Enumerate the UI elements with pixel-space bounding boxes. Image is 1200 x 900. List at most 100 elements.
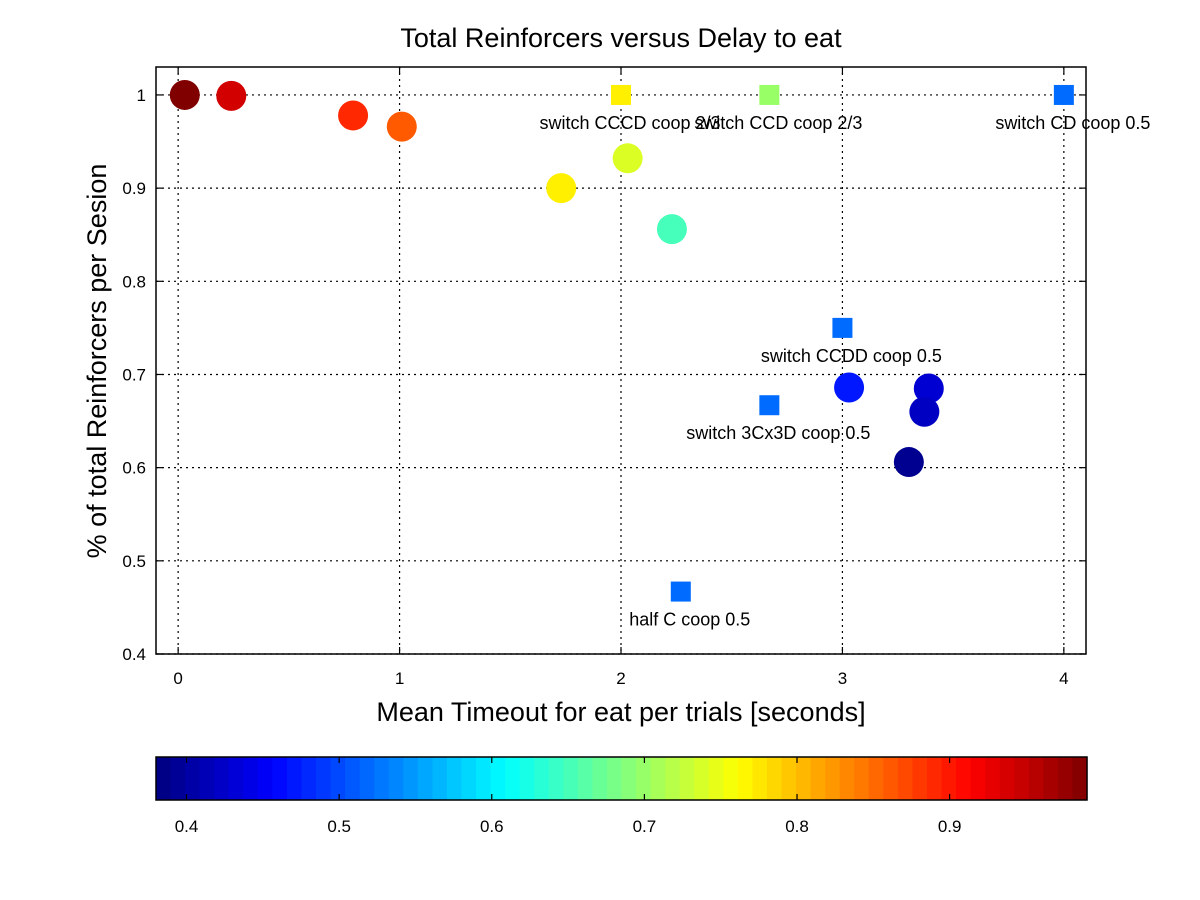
data-points bbox=[169, 79, 1074, 602]
colorbar-segment bbox=[839, 757, 855, 800]
square-point bbox=[759, 84, 780, 105]
colorbar-segment bbox=[956, 757, 972, 800]
colorbar-segment bbox=[941, 757, 957, 800]
colorbar-segment bbox=[926, 757, 943, 800]
point-label: switch CCD coop 2/3 bbox=[694, 113, 862, 133]
circle-point bbox=[546, 173, 577, 204]
y-tick-label: 0.7 bbox=[122, 365, 146, 384]
point-label: switch CD coop 0.5 bbox=[995, 113, 1150, 133]
colorbar-segment bbox=[286, 757, 303, 800]
colorbar-segment bbox=[185, 757, 201, 800]
x-axis-label: Mean Timeout for eat per trials [seconds… bbox=[376, 697, 865, 727]
colorbar-segment bbox=[257, 757, 273, 800]
point-label: switch CCCD coop 2/3 bbox=[539, 113, 720, 133]
colorbar-segment bbox=[1072, 757, 1088, 800]
colorbar-segment bbox=[723, 757, 739, 800]
square-point bbox=[832, 317, 853, 338]
x-tick-label: 3 bbox=[838, 669, 847, 688]
colorbar-segment bbox=[476, 757, 492, 800]
x-tick-label: 1 bbox=[395, 669, 404, 688]
colorbar-tick-label: 0.7 bbox=[633, 817, 657, 836]
colorbar-tick-label: 0.9 bbox=[938, 817, 962, 836]
point-label: switch 3Cx3D coop 0.5 bbox=[686, 423, 870, 443]
y-tick-label: 0.5 bbox=[122, 552, 146, 571]
colorbar-segment bbox=[650, 757, 666, 800]
colorbar-segment bbox=[752, 757, 768, 800]
circle-point bbox=[909, 396, 940, 427]
colorbar-segment bbox=[781, 757, 797, 800]
colorbar-segment bbox=[359, 757, 375, 800]
chart-title: Total Reinforcers versus Delay to eat bbox=[400, 23, 842, 53]
colorbar-frame bbox=[155, 756, 1088, 801]
y-tick-label: 0.8 bbox=[122, 272, 146, 291]
colorbar-segment bbox=[156, 757, 172, 800]
colorbar-segment bbox=[636, 757, 652, 800]
colorbar-segment bbox=[170, 757, 186, 800]
colorbar-segment bbox=[548, 757, 564, 800]
colorbar-segment bbox=[243, 757, 259, 800]
colorbar-segment bbox=[403, 757, 419, 800]
colorbar-segment bbox=[621, 757, 637, 800]
colorbar-segment bbox=[388, 757, 404, 800]
colorbar-segment bbox=[592, 757, 608, 800]
circle-point bbox=[893, 447, 924, 478]
y-tick-label: 1 bbox=[137, 86, 146, 105]
colorbar-segment bbox=[897, 757, 914, 800]
colorbar-segment bbox=[1028, 757, 1044, 800]
colorbar-segment bbox=[301, 757, 317, 800]
colorbar-ticks: 0.4 0.5 0.6 0.7 0.8 0.9 bbox=[175, 757, 962, 836]
colorbar-tick-label: 0.5 bbox=[327, 817, 351, 836]
square-point bbox=[1053, 84, 1074, 105]
colorbar-segment bbox=[868, 757, 884, 800]
colorbar-segment bbox=[796, 757, 812, 800]
colorbar-segment bbox=[825, 757, 841, 800]
colorbar-segment bbox=[345, 757, 361, 800]
colorbar-segment bbox=[1014, 757, 1030, 800]
circle-point bbox=[612, 143, 643, 174]
colorbar-segment bbox=[1043, 757, 1059, 800]
square-point bbox=[670, 581, 691, 602]
colorbar-segment bbox=[330, 757, 346, 800]
colorbar-segment bbox=[577, 757, 594, 800]
y-tick-label: 0.4 bbox=[122, 645, 146, 664]
colorbar-segment bbox=[679, 757, 695, 800]
colorbar-segment bbox=[912, 757, 928, 800]
colorbar-segment bbox=[665, 757, 681, 800]
colorbar-segment bbox=[490, 757, 506, 800]
point-label: half C coop 0.5 bbox=[629, 610, 750, 630]
colorbar-segment bbox=[505, 757, 521, 800]
colorbar-segment bbox=[316, 757, 332, 800]
colorbar-segment bbox=[461, 757, 477, 800]
circle-point bbox=[834, 372, 865, 403]
colorbar-tick-label: 0.6 bbox=[480, 817, 504, 836]
colorbar-tick-label: 0.4 bbox=[175, 817, 199, 836]
colorbar-segment bbox=[810, 757, 826, 800]
colorbar-segment bbox=[563, 757, 579, 800]
x-tick-label: 4 bbox=[1059, 669, 1068, 688]
circle-point bbox=[216, 80, 247, 111]
circle-point bbox=[913, 373, 944, 404]
plot-frame bbox=[155, 66, 1087, 655]
colorbar-segment bbox=[519, 757, 535, 800]
colorbar-segment bbox=[446, 757, 463, 800]
colorbar-segment bbox=[708, 757, 724, 800]
colorbar-segment bbox=[883, 757, 899, 800]
colorbar-segment bbox=[694, 757, 710, 800]
colorbar-segment bbox=[272, 757, 288, 800]
colorbar-segment bbox=[432, 757, 448, 800]
y-axis-ticks: 0.4 0.5 0.6 0.7 0.8 0.9 1 bbox=[122, 86, 1086, 664]
colorbar-segment bbox=[1057, 757, 1074, 800]
square-point bbox=[759, 395, 780, 416]
point-label: switch CCDD coop 0.5 bbox=[761, 346, 942, 366]
x-tick-label: 0 bbox=[173, 669, 182, 688]
colorbar-segment bbox=[766, 757, 783, 800]
colorbar-segment bbox=[374, 757, 390, 800]
colorbar-segment bbox=[970, 757, 986, 800]
colorbar-segment bbox=[199, 757, 215, 800]
colorbar-segment bbox=[534, 757, 550, 800]
colorbar-segment bbox=[228, 757, 244, 800]
y-axis-label: % of total Reinforcers per Sesion bbox=[82, 164, 112, 559]
circle-point bbox=[386, 111, 417, 142]
